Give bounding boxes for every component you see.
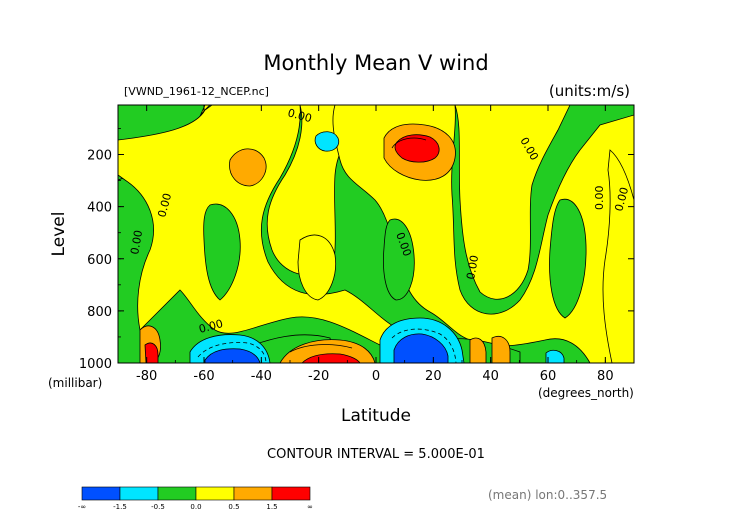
plot-area: 0.00 0.00 0.00 0.00 0.00 0.00 0.00 0.00 … (118, 105, 634, 363)
colorbar-label: -∞ (78, 503, 86, 511)
y-axis-unit: (millibar) (48, 376, 102, 390)
colorbar-label: 0.0 (190, 503, 201, 511)
contour-label: 0.00 (464, 254, 481, 280)
colorbar-label: 0.5 (228, 503, 239, 511)
orange-blob-50S (229, 148, 267, 187)
dataset-label: [VWND_1961-12_NCEP.nc] (124, 85, 269, 98)
contour-interval: CONTOUR INTERVAL = 5.000E-01 (267, 447, 485, 462)
y-axis-title: Level (49, 212, 69, 257)
x-tick-label: -20 (308, 369, 329, 384)
x-tick-label: -40 (251, 369, 272, 384)
yellow-region-midlat-south (297, 234, 337, 301)
x-tick-label: 20 (425, 369, 442, 384)
contour-label: 0.00 (612, 186, 631, 213)
colorbar-label: -1.5 (113, 503, 127, 511)
contour-label: 0.00 (286, 106, 313, 125)
x-tick-label: 80 (597, 369, 614, 384)
yellow-region-east-edge (602, 149, 634, 363)
green-tongue-40S (203, 203, 241, 301)
cyan-low-65N (545, 349, 565, 363)
red-jet-core (394, 134, 440, 163)
colorbar-label: -0.5 (151, 503, 165, 511)
y-axis: 200 400 600 800 1000 (79, 128, 634, 372)
colorbar-bin (195, 486, 235, 501)
y-tick-label: 600 (87, 253, 112, 268)
y-tick-label: 1000 (79, 357, 112, 372)
x-tick-label: -80 (136, 369, 157, 384)
x-tick-label: 40 (482, 369, 499, 384)
colorbar-label: 1.5 (266, 503, 277, 511)
blue-low-50S (204, 348, 261, 363)
contour-labels: 0.00 0.00 0.00 0.00 0.00 0.00 0.00 0.00 … (128, 106, 631, 336)
red-low-20S (301, 353, 361, 363)
green-tongue-60N (549, 198, 587, 319)
x-axis: -80 -60 -40 -20 0 20 40 60 80 (117, 105, 635, 384)
contour-label: 0.00 (197, 317, 224, 336)
colorbar-bin (233, 486, 273, 501)
colorbar-bin (119, 486, 159, 501)
negative-minima (189, 131, 565, 363)
yellow-region-west (118, 105, 401, 346)
y-tick-label: 800 (87, 305, 112, 320)
x-tick-label: 60 (540, 369, 557, 384)
red-low-85S (144, 342, 159, 363)
contour-lines (197, 137, 457, 363)
units-label: (units:m/s) (549, 82, 630, 100)
colorbar-bin (81, 486, 121, 501)
green-tongue-20N (383, 218, 415, 301)
contour-label: 0.00 (593, 186, 606, 211)
x-tick-label: 0 (372, 369, 380, 384)
colorbar-bin (157, 486, 197, 501)
cyan-upper-25S (314, 131, 340, 152)
contour-label: 0.00 (128, 229, 145, 255)
x-axis-unit: (degrees_north) (538, 386, 634, 400)
orange-low-30N (469, 337, 487, 363)
chart-title: Monthly Mean V wind (263, 51, 488, 75)
colorbar-label: ∞ (307, 503, 313, 511)
orange-low-45N (491, 335, 511, 363)
y-tick-label: 400 (87, 201, 112, 216)
x-tick-label: -60 (193, 369, 214, 384)
colorbar: -∞ -1.5 -0.5 0.0 0.5 1.5 ∞ (78, 486, 313, 511)
blue-low-15N (393, 333, 449, 363)
mean-note: (mean) lon:0..357.5 (488, 488, 607, 502)
x-axis-title: Latitude (341, 406, 411, 426)
colorbar-bin (271, 486, 311, 501)
positive-maxima (139, 123, 511, 363)
y-tick-label: 200 (87, 149, 112, 164)
contour-label: 0.00 (155, 192, 174, 219)
